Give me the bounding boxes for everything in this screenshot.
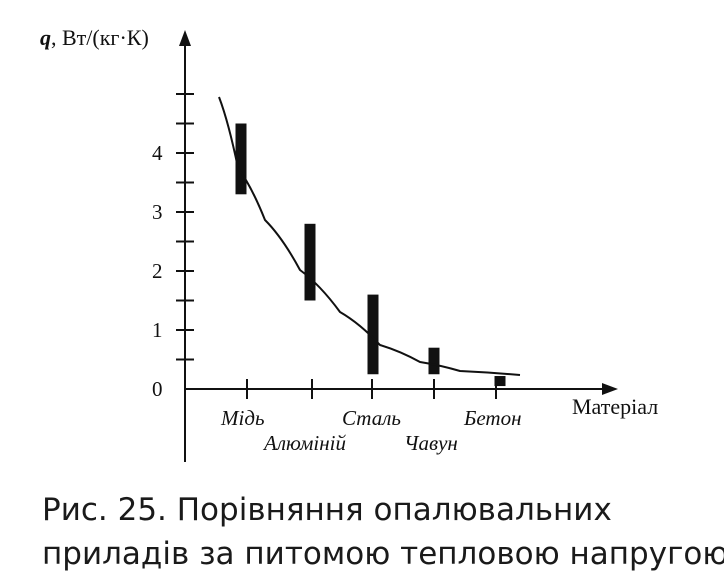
category-label: Чавун xyxy=(404,431,458,455)
y-tick-label: 3 xyxy=(152,200,163,224)
category-label: Алюміній xyxy=(262,431,346,455)
x-ticks xyxy=(246,379,497,399)
range-bar xyxy=(235,123,247,195)
range-bar xyxy=(494,376,506,387)
y-tick-label: 2 xyxy=(152,259,163,283)
y-ticks xyxy=(176,93,194,361)
x-axis-title: Матеріал xyxy=(572,394,658,419)
y-axis-title: q, Вт/(кг·К) xyxy=(40,25,149,50)
caption-line-2: приладів за питомою тепловою напругою xyxy=(42,536,724,572)
y-tick-label: 0 xyxy=(152,377,163,401)
y-tick-label: 4 xyxy=(152,141,163,165)
x-axis-arrow xyxy=(602,383,618,395)
category-label: Мідь xyxy=(220,406,265,430)
y-tick-label: 1 xyxy=(152,318,163,342)
range-bar xyxy=(304,223,316,301)
y-axis-unit: , Вт/(кг·К) xyxy=(51,25,149,50)
trend-curve xyxy=(218,96,521,376)
axes xyxy=(179,30,618,462)
y-axis-arrow xyxy=(179,30,191,46)
caption-line-1: Рис. 25. Порівняння опалювальних xyxy=(42,492,612,528)
range-bar xyxy=(367,294,379,375)
range-bars xyxy=(235,123,506,387)
category-label: Бетон xyxy=(463,406,522,430)
category-label: Сталь xyxy=(342,406,401,430)
range-bar xyxy=(428,347,440,375)
y-axis-symbol: q xyxy=(40,25,51,50)
figure-caption: Рис. 25. Порівняння опалювальних приладі… xyxy=(42,488,724,576)
